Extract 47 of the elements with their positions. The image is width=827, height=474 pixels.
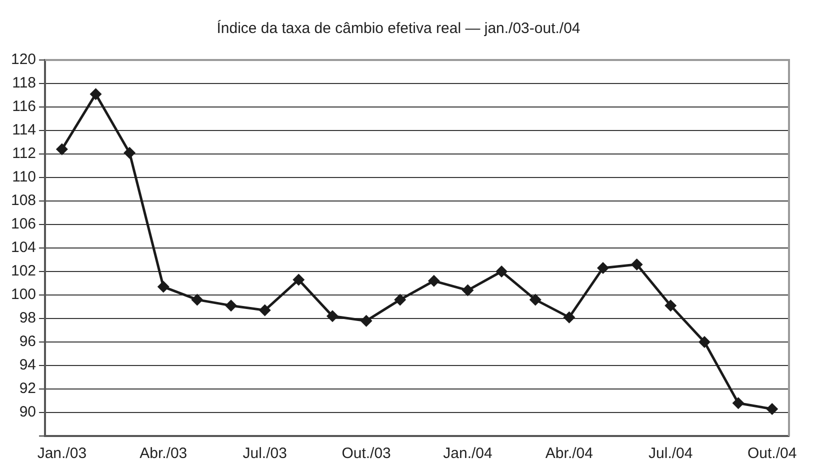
y-tick-label: 94 [19, 356, 36, 374]
x-tick-label: Abr./04 [545, 445, 593, 462]
x-tick-label: Abr./03 [140, 445, 188, 462]
x-tick-label: Jul./03 [242, 445, 287, 462]
point [56, 143, 68, 156]
y-tick-label: 96 [19, 333, 36, 350]
point [90, 88, 102, 100]
point [258, 304, 271, 316]
y-tick-label: 100 [10, 286, 36, 304]
point [462, 284, 474, 296]
x-tick-label: Jan./04 [443, 445, 492, 462]
point [394, 294, 406, 306]
x-tick-label: Jul./04 [648, 445, 693, 462]
y-tick-label: 110 [12, 168, 36, 186]
point [326, 310, 338, 322]
point [766, 402, 778, 415]
point [360, 314, 372, 327]
point [563, 311, 576, 324]
point [292, 274, 305, 286]
y-tick-label: 92 [19, 380, 36, 398]
x-tick-label: Jan./03 [37, 445, 87, 462]
y-tick-label: 108 [10, 192, 36, 210]
point [191, 294, 204, 306]
y-tick-label: 102 [10, 262, 36, 280]
point [597, 262, 610, 274]
y-tick-label: 112 [12, 145, 36, 162]
point [630, 258, 643, 270]
y-tick-label: 90 [19, 404, 36, 421]
x-tick-label: Out./03 [342, 445, 391, 462]
y-tick-label: 106 [10, 216, 36, 233]
y-tick-label: 98 [19, 310, 36, 327]
point [428, 274, 440, 287]
point [225, 300, 238, 312]
y-tick-label: 114 [12, 122, 36, 139]
point [732, 397, 744, 410]
x-tick-label: Out./04 [747, 445, 797, 462]
y-tick-label: 118 [12, 74, 36, 92]
point [664, 300, 677, 312]
point [124, 146, 136, 159]
point [698, 336, 710, 348]
point [157, 280, 170, 293]
point [529, 294, 542, 306]
y-tick-label: 120 [10, 51, 36, 68]
y-tick-label: 104 [10, 239, 36, 256]
chart-title: Índice da taxa de câmbio efetiva real — jan./03-out./04 [216, 19, 580, 38]
point [496, 266, 508, 278]
y-tick-label: 116 [12, 98, 36, 116]
